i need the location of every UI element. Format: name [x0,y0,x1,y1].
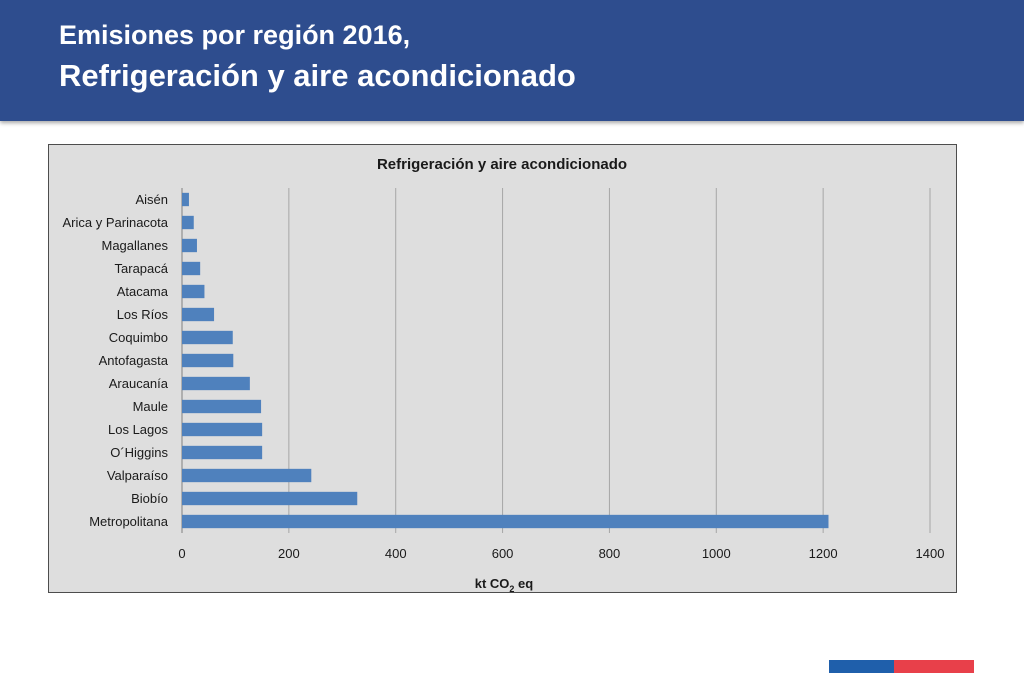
bar [182,422,263,437]
bars [182,192,829,529]
category-label: Atacama [117,284,169,299]
bar [182,261,201,276]
category-label: O´Higgins [110,445,168,460]
bar-chart: Aisén Arica y Parinacota Magallanes Tarapac… [48,144,957,593]
x-tick-label: 1400 [916,546,945,561]
bar [182,215,194,230]
x-axis-label: kt CO2 eq [475,576,534,592]
category-label: Antofagasta [99,353,169,368]
footer-flag-bar [829,660,974,673]
bar [182,353,234,368]
x-axis-label-tail: eq [514,576,533,591]
bar [182,307,215,322]
bar [182,192,189,207]
category-labels: Aisén Arica y Parinacota Magallanes Tarapac… [63,192,169,529]
bar [182,514,829,529]
bar [182,330,233,345]
category-label: Aisén [135,192,168,207]
flag-blue-segment [829,660,895,673]
bar [182,491,358,506]
x-tick-label: 1200 [809,546,838,561]
x-tick-label: 200 [278,546,300,561]
bar [182,399,262,414]
bar [182,238,197,253]
category-label: Magallanes [102,238,169,253]
category-label: Arica y Parinacota [63,215,169,230]
flag-red-segment [894,660,974,673]
category-label: Los Lagos [108,422,168,437]
x-tick-label: 800 [599,546,621,561]
slide-title-line1: Emisiones por región 2016, [59,20,411,50]
category-label: Los Ríos [117,307,169,322]
chart-svg: Aisén Arica y Parinacota Magallanes Tarapac… [49,145,956,592]
bar [182,445,263,460]
x-tick-label: 600 [492,546,514,561]
category-label: Coquimbo [109,330,168,345]
x-tick-label: 1000 [702,546,731,561]
category-label: Araucanía [109,376,169,391]
x-tick-label: 400 [385,546,407,561]
slide-header: Emisiones por región 2016, Refrigeración… [0,0,1024,121]
slide-title-line2: Refrigeración y aire acondicionado [59,58,576,93]
x-tick-label: 0 [178,546,185,561]
x-axis-label-main: kt CO [475,576,510,591]
category-label: Metropolitana [89,514,169,529]
bar [182,284,205,299]
category-label: Maule [133,399,168,414]
category-label: Biobío [131,491,168,506]
bar [182,376,250,391]
chart-title: Refrigeración y aire acondicionado [377,156,627,173]
x-tick-labels: 0 200 400 600 800 1000 1200 1400 [178,546,944,561]
category-label: Tarapacá [115,261,169,276]
bar [182,468,312,483]
x-axis-label-subscript: 2 [509,584,514,592]
category-label: Valparaíso [107,468,168,483]
